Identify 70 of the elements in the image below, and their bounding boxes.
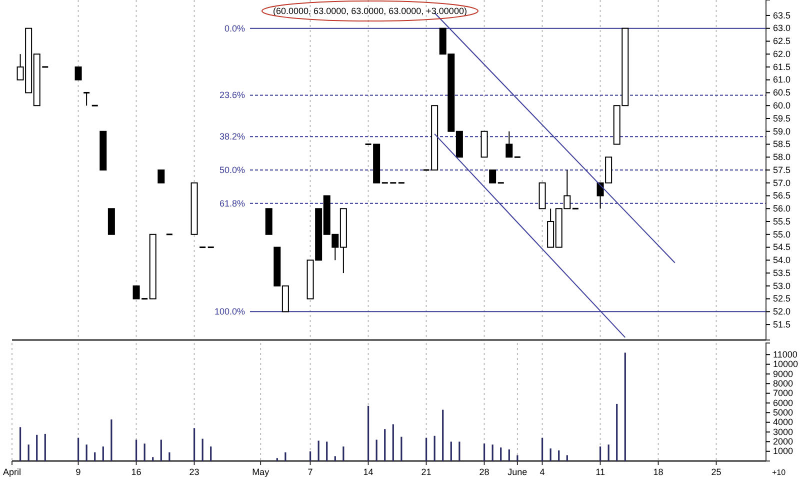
y-tick-label: 60.5: [773, 88, 791, 98]
y-tick-label: 55.0: [773, 229, 791, 240]
y-tick-label: 55.5: [773, 216, 791, 226]
y-tick-label: 1000: [773, 446, 794, 456]
ref-line-label: 0.0%: [224, 23, 245, 34]
y-tick-label: 7000: [773, 388, 794, 398]
candlestick: [538, 182, 546, 210]
y-tick-label: 53.0: [773, 280, 791, 291]
x-tick-label: 9: [76, 467, 81, 477]
y-tick-label: 56.0: [773, 204, 791, 214]
y-tick-label: 63.0: [773, 23, 791, 34]
y-tick-label: 51.5: [773, 319, 791, 330]
x-tick-label: 28: [479, 467, 490, 477]
ref-line-label: 61.8%: [219, 198, 245, 208]
y-tick-label: 58.5: [773, 139, 791, 150]
candlestick: [84, 92, 90, 106]
x-tick-label: 14: [363, 467, 374, 477]
candlestick: [149, 234, 156, 300]
y-tick-label: 59.0: [773, 126, 791, 136]
y-tick-label: 57.5: [773, 164, 791, 175]
y-tick-label: 8000: [773, 378, 794, 389]
y-tick-label: 4000: [773, 417, 794, 428]
candlestick: [158, 170, 165, 184]
y-tick-label: 63.5: [773, 10, 791, 20]
x-tick-label: April: [2, 467, 22, 477]
y-tick-label: 56.5: [773, 190, 791, 201]
ref-line-label: 23.6%: [219, 90, 245, 100]
candlestick: [74, 66, 82, 80]
x-tick-label: June: [508, 467, 528, 477]
y-tick-label: 2000: [773, 436, 794, 447]
y-tick-label: 3000: [773, 426, 794, 437]
y-tick-label: 62.5: [773, 36, 791, 46]
y-tick-label: 61.0: [773, 74, 791, 85]
y-tick-label: 9000: [773, 368, 794, 379]
x-tick-label: 21: [421, 467, 432, 477]
candlestick: [506, 130, 513, 158]
x-tick-label: 11: [596, 467, 605, 477]
y-tick-label: 52.0: [773, 306, 791, 317]
candlestick: [489, 170, 496, 184]
y-tick-label: 6000: [773, 398, 794, 408]
y-tick-label: 10000: [773, 359, 798, 370]
ref-line-label: 100.0%: [214, 306, 245, 317]
ref-line-label: 38.2%: [219, 132, 245, 142]
y-tick-label: 52.5: [773, 294, 791, 304]
y-tick-label: 59.5: [773, 113, 791, 124]
candlestick: [480, 130, 488, 158]
x-tick-label: 23: [189, 467, 200, 477]
y-tick-label: 54.0: [773, 255, 791, 266]
x-tick-label: 25: [711, 467, 722, 477]
x-tick-label: 4: [540, 467, 545, 477]
x-tick-label: May: [252, 467, 270, 477]
x-tick-label: 7: [308, 467, 313, 477]
y-tick-label: 53.5: [773, 268, 791, 278]
y-tick-label: 60.0: [773, 100, 791, 110]
y-tick-label: 5000: [773, 408, 794, 418]
candlestick: [265, 208, 272, 235]
y-tick-label: 11000: [773, 349, 798, 360]
text: +10: [772, 468, 786, 477]
y-tick-label: 58.0: [773, 152, 791, 162]
x-tick-label: 18: [653, 467, 664, 477]
y-tick-label: 61.5: [773, 62, 791, 72]
candlestick: [190, 182, 198, 235]
y-tick-label: 62.0: [773, 48, 791, 59]
candlestick: [100, 130, 107, 170]
candlestick: [108, 208, 115, 235]
y-tick-label: 57.0: [773, 178, 791, 188]
text: (60.0000, 63.0000, 63.0000, 63.0000, +3.00000): [273, 6, 467, 16]
x-tick-label: 16: [131, 467, 142, 477]
ref-line-label: 50.0%: [219, 165, 245, 175]
y-tick-label: 54.5: [773, 242, 791, 252]
